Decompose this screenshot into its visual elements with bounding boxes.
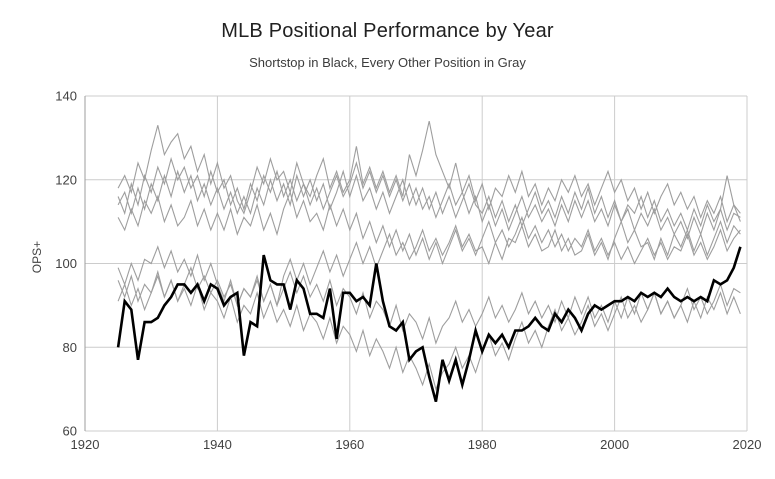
series-line-RF <box>117 156 741 232</box>
x-tick-label: 2000 <box>600 437 629 452</box>
series-line-CF <box>117 190 741 266</box>
chart-subtitle: Shortstop in Black, Every Other Position… <box>249 55 526 70</box>
x-tick-label: 1960 <box>335 437 364 452</box>
x-tick-label: 1940 <box>203 437 232 452</box>
series-line-1B <box>117 120 741 224</box>
series-line-2B <box>117 269 741 391</box>
series-line-LF <box>117 169 741 241</box>
y-tick-label: 140 <box>55 89 77 104</box>
x-tick-label: 1920 <box>71 437 100 452</box>
series-line-C <box>117 245 741 345</box>
series-line-3B <box>117 219 741 312</box>
y-tick-label: 80 <box>63 340 77 355</box>
x-tick-label: 2020 <box>733 437 762 452</box>
y-tick-label: 120 <box>55 172 77 187</box>
chart-title: MLB Positional Performance by Year <box>221 20 554 42</box>
x-tick-label: 1980 <box>468 437 497 452</box>
y-tick-label: 100 <box>55 256 77 271</box>
y-tick-label: 60 <box>63 424 77 439</box>
series-line-SS <box>116 246 742 403</box>
